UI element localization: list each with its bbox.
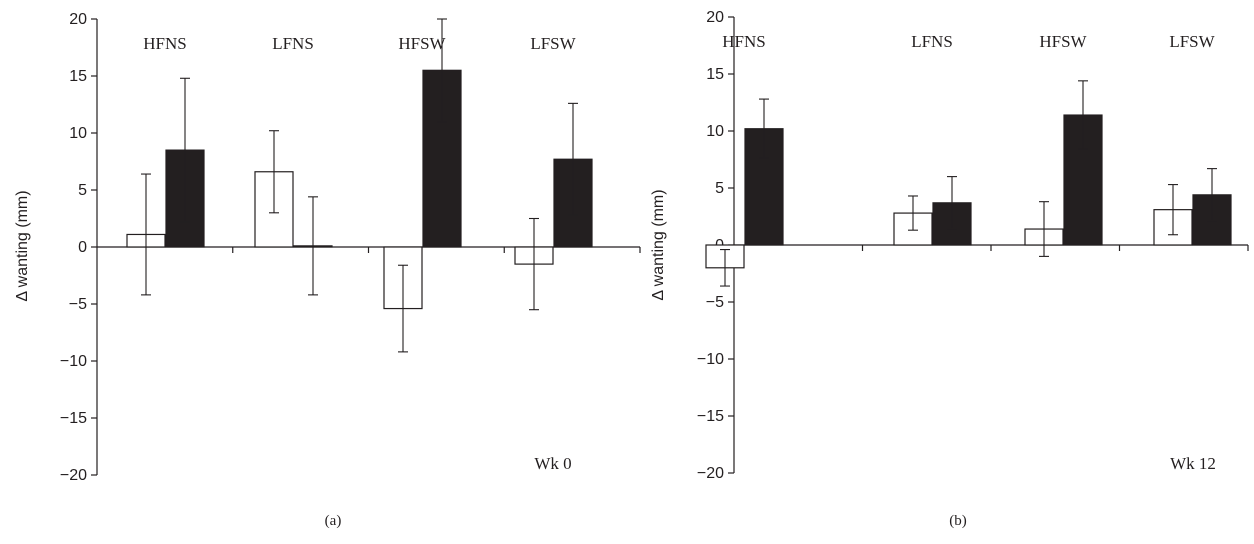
y-tick-label: 5 <box>715 180 724 197</box>
category-label: LFNS <box>272 34 314 53</box>
y-tick-label: 0 <box>78 239 87 256</box>
y-tick-label: −20 <box>697 465 724 482</box>
y-axis-title: Δ wanting (mm) <box>14 190 31 301</box>
y-tick-label: 15 <box>69 68 87 85</box>
week-label: Wk 12 <box>1170 454 1216 473</box>
y-tick-label: −5 <box>69 296 87 313</box>
category-label: LFNS <box>911 32 953 51</box>
y-tick-label: 20 <box>706 9 724 26</box>
y-tick-label: −10 <box>697 351 724 368</box>
category-label: HFSW <box>398 34 446 53</box>
category-label: LFSW <box>530 34 576 53</box>
category-label: HFNS <box>143 34 186 53</box>
y-tick-label: 15 <box>706 66 724 83</box>
y-tick-label: 10 <box>69 125 87 142</box>
category-label: HFNS <box>722 32 765 51</box>
y-tick-label: 10 <box>706 123 724 140</box>
y-axis-title: Δ wanting (mm) <box>650 189 667 300</box>
y-tick-label: −10 <box>60 353 87 370</box>
panel-label: (a) <box>325 513 342 529</box>
panel-a: −20 −15 −10 −5 0 5 10 15 20 HFNS LFNS HFSW LFSW Wk 0 Δ… <box>14 11 641 529</box>
panel-label: (b) <box>949 513 967 529</box>
y-tick-label: 5 <box>78 182 87 199</box>
week-label: Wk 0 <box>534 454 571 473</box>
y-tick-label: −15 <box>60 410 87 427</box>
category-label: HFSW <box>1039 32 1087 51</box>
y-tick-label: −20 <box>60 467 87 484</box>
y-tick-label: 20 <box>69 11 87 28</box>
y-tick-label: −5 <box>706 294 724 311</box>
category-label: LFSW <box>1169 32 1215 51</box>
y-tick-label: −15 <box>697 408 724 425</box>
